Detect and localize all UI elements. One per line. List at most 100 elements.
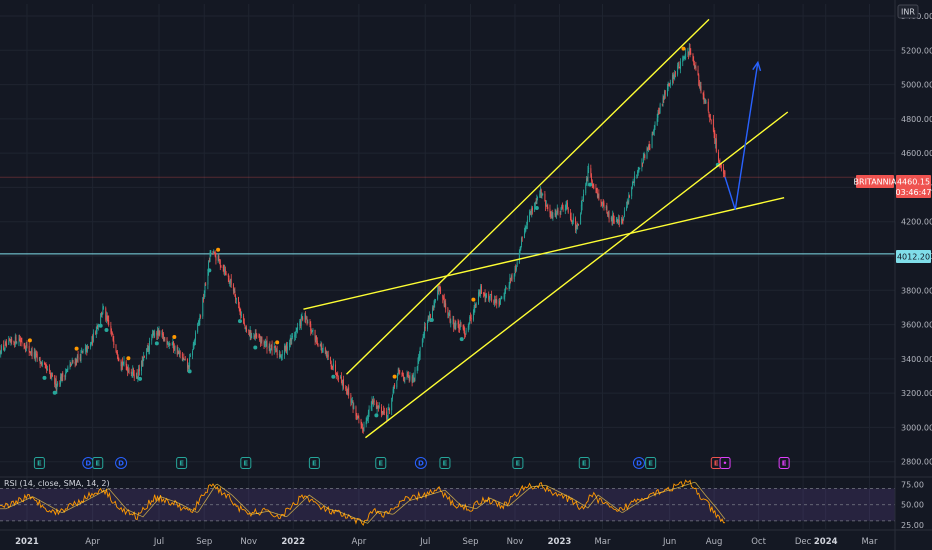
level-price-badge: 4012.20 [896, 250, 931, 263]
candle-body [122, 361, 123, 366]
candle-body [720, 163, 722, 167]
candle-body [76, 359, 78, 363]
candle-body [500, 296, 502, 298]
candle-body [23, 344, 25, 347]
candle-body [396, 380, 398, 388]
candle-body [224, 268, 226, 273]
candle-body [552, 215, 554, 218]
candle-body [60, 376, 61, 385]
signal-dot [104, 328, 109, 333]
candle-body [386, 416, 388, 419]
candle-body [682, 57, 684, 63]
candle-body [312, 329, 314, 331]
candle-body [672, 74, 673, 83]
event-dividend-marker: D [632, 457, 645, 469]
candle-body [346, 391, 348, 394]
candle-body [639, 168, 641, 169]
candle-body [90, 343, 92, 345]
candle-body [217, 255, 219, 261]
candle-body [674, 72, 676, 74]
candle-body [289, 342, 291, 348]
candle-body [555, 212, 557, 215]
candle-body [447, 308, 449, 315]
candle-body [326, 351, 328, 358]
event-badge [92, 457, 104, 469]
candle-body [264, 343, 266, 345]
candle-body [572, 217, 574, 222]
candle-body [263, 341, 265, 345]
candle-body [158, 330, 160, 336]
candle-body [195, 332, 196, 341]
candle-body [534, 202, 536, 211]
candle-body [586, 179, 588, 182]
candle-body [305, 315, 307, 319]
candle-body [703, 94, 705, 102]
signal-dot [98, 323, 103, 328]
candle-body [137, 377, 139, 379]
time-axis[interactable]: 2021 Apr Jul Sep Nov 2022 Apr Jul Sep Nov 2023 Mar J… [15, 537, 878, 547]
price-tick-label: 3800.00 [901, 286, 932, 295]
time-tick-label: 2021 [15, 537, 39, 547]
candle-body [459, 327, 460, 330]
candle-body [130, 371, 132, 374]
candle-body [177, 350, 179, 355]
candle-body [284, 345, 286, 350]
candle-body [515, 267, 517, 270]
candle-body [179, 351, 181, 355]
event-earnings-marker: E [578, 457, 590, 469]
rsi-title-bar[interactable]: RSI (14, close, SMA, 14, 2) [4, 479, 110, 488]
currency-badge[interactable]: INR [897, 4, 919, 19]
candle-body [156, 332, 158, 336]
candle-body [724, 172, 726, 174]
candle-body [524, 228, 526, 232]
candle-body [270, 344, 272, 348]
event-label: E [648, 460, 653, 468]
candle-body [86, 347, 88, 353]
candle-body [550, 214, 552, 216]
candle-body [81, 350, 83, 353]
candle-body [54, 380, 56, 386]
candle-body [332, 366, 334, 368]
candle-body [249, 330, 251, 337]
candle-body [654, 125, 656, 128]
candle-body [612, 214, 614, 221]
candle-body [367, 419, 369, 421]
candle-body [271, 344, 273, 352]
event-markers[interactable]: E D E D E E E E D E E E D E E • E [33, 457, 790, 469]
candle-body [176, 346, 178, 355]
event-label: E [37, 460, 42, 468]
candle-body [280, 357, 282, 359]
candle-body [501, 297, 503, 299]
signal-dot [429, 318, 434, 323]
candle-body [5, 342, 7, 344]
trendlines[interactable] [303, 18, 789, 439]
projection-arrow[interactable] [724, 60, 762, 210]
candle-body [674, 72, 676, 78]
rsi-axis[interactable]: 25.00 50.00 75.00 [901, 480, 924, 529]
candle-body [513, 274, 515, 280]
candle-body [205, 283, 207, 285]
candle-body [51, 374, 53, 378]
candle-body [240, 315, 242, 317]
candle-body [96, 326, 98, 333]
candle-body [698, 75, 700, 86]
candle-body [397, 368, 399, 374]
candle-body [118, 359, 120, 360]
projection-path [724, 62, 759, 210]
candle-body [117, 356, 119, 359]
candle-body [356, 415, 358, 420]
candle-body [182, 357, 184, 361]
candle-body [346, 389, 347, 391]
candle-body [649, 148, 651, 149]
candle-body [276, 349, 278, 356]
candle-body [234, 291, 236, 296]
candle-body [470, 316, 471, 319]
candle-body [126, 365, 128, 369]
grid [0, 4, 895, 529]
candle-body [132, 368, 134, 374]
candle-body [122, 364, 124, 366]
candle-body [465, 330, 467, 334]
candle-body [647, 148, 649, 150]
candle-body [567, 208, 569, 213]
